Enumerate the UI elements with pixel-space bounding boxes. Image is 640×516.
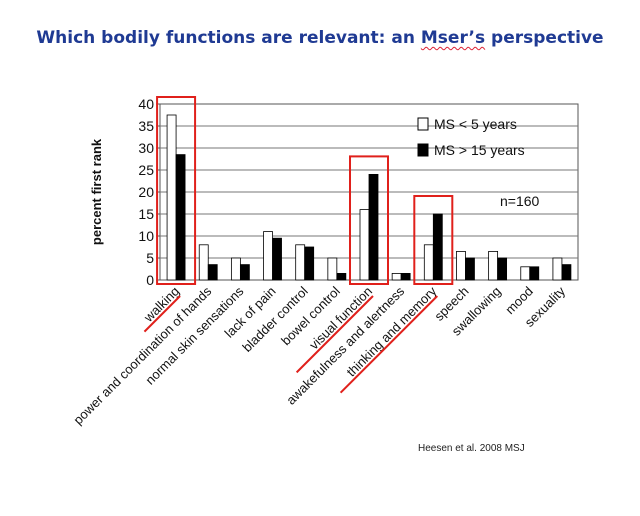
slide-title: Which bodily functions are relevant: an …	[0, 28, 640, 48]
highlight-box-0	[156, 96, 197, 285]
y-tick-label-0: 0	[146, 272, 154, 288]
citation: Heesen et al. 2008 MSJ	[418, 443, 525, 454]
legend-label-0: MS < 5 years	[434, 116, 517, 132]
bar-ms-under-5-8	[423, 244, 434, 281]
legend-label-1: MS > 15 years	[434, 142, 525, 158]
bar-ms-under-5-11	[520, 266, 531, 281]
bar-ms-over-15-11	[529, 266, 540, 281]
y-tick-label-30: 30	[138, 140, 154, 156]
bar-ms-under-5-12	[552, 257, 563, 281]
bar-ms-over-15-9	[465, 257, 475, 281]
bar-ms-over-15-8	[432, 213, 443, 281]
bar-ms-over-15-2	[239, 264, 250, 281]
bar-ms-over-15-10	[497, 257, 508, 281]
bar-ms-under-5-10	[488, 250, 499, 281]
y-axis-label: percent first rank	[89, 138, 104, 245]
legend-swatch-1	[417, 143, 429, 157]
highlight-box-1	[349, 155, 389, 285]
highlight-box-2	[413, 195, 454, 285]
highlight-underline-2	[339, 295, 439, 394]
title-suffix: perspective	[485, 28, 604, 48]
category-label-1: power and coordination of hands	[70, 283, 214, 427]
bar-ms-over-15-0	[175, 154, 186, 281]
highlight-underline-0	[143, 295, 181, 333]
y-tick-label-40: 40	[138, 96, 154, 112]
bar-ms-over-15-12	[561, 264, 572, 281]
y-tick-label-25: 25	[138, 162, 154, 178]
bar-ms-under-5-7	[391, 272, 402, 281]
bar-ms-under-5-5	[327, 257, 338, 281]
bar-ms-under-5-6	[359, 209, 370, 281]
bar-ms-over-15-5	[336, 272, 347, 281]
y-tick-label-20: 20	[138, 184, 154, 200]
bar-ms-under-5-9	[456, 250, 466, 281]
bar-ms-over-15-7	[400, 272, 411, 281]
bar-ms-over-15-4	[304, 246, 315, 281]
legend-swatch-0	[417, 117, 429, 131]
bar-ms-under-5-1	[198, 244, 209, 281]
bar-ms-over-15-3	[272, 237, 282, 281]
title-prefix: Which bodily functions are relevant: an	[36, 28, 421, 48]
title-highlight: Mser’s	[420, 28, 486, 48]
highlight-underline-1	[295, 295, 374, 374]
y-tick-label-5: 5	[146, 250, 154, 266]
bar-ms-under-5-0	[166, 114, 177, 281]
y-tick-label-35: 35	[138, 118, 154, 134]
bar-ms-under-5-3	[263, 231, 273, 281]
bar-ms-under-5-2	[230, 257, 241, 281]
bar-ms-over-15-1	[207, 264, 218, 281]
y-tick-label-15: 15	[138, 206, 154, 222]
y-tick-label-10: 10	[138, 228, 154, 244]
bar-ms-over-15-6	[368, 173, 379, 281]
bar-ms-under-5-4	[295, 244, 306, 281]
sample-size-label: n=160	[500, 193, 540, 209]
